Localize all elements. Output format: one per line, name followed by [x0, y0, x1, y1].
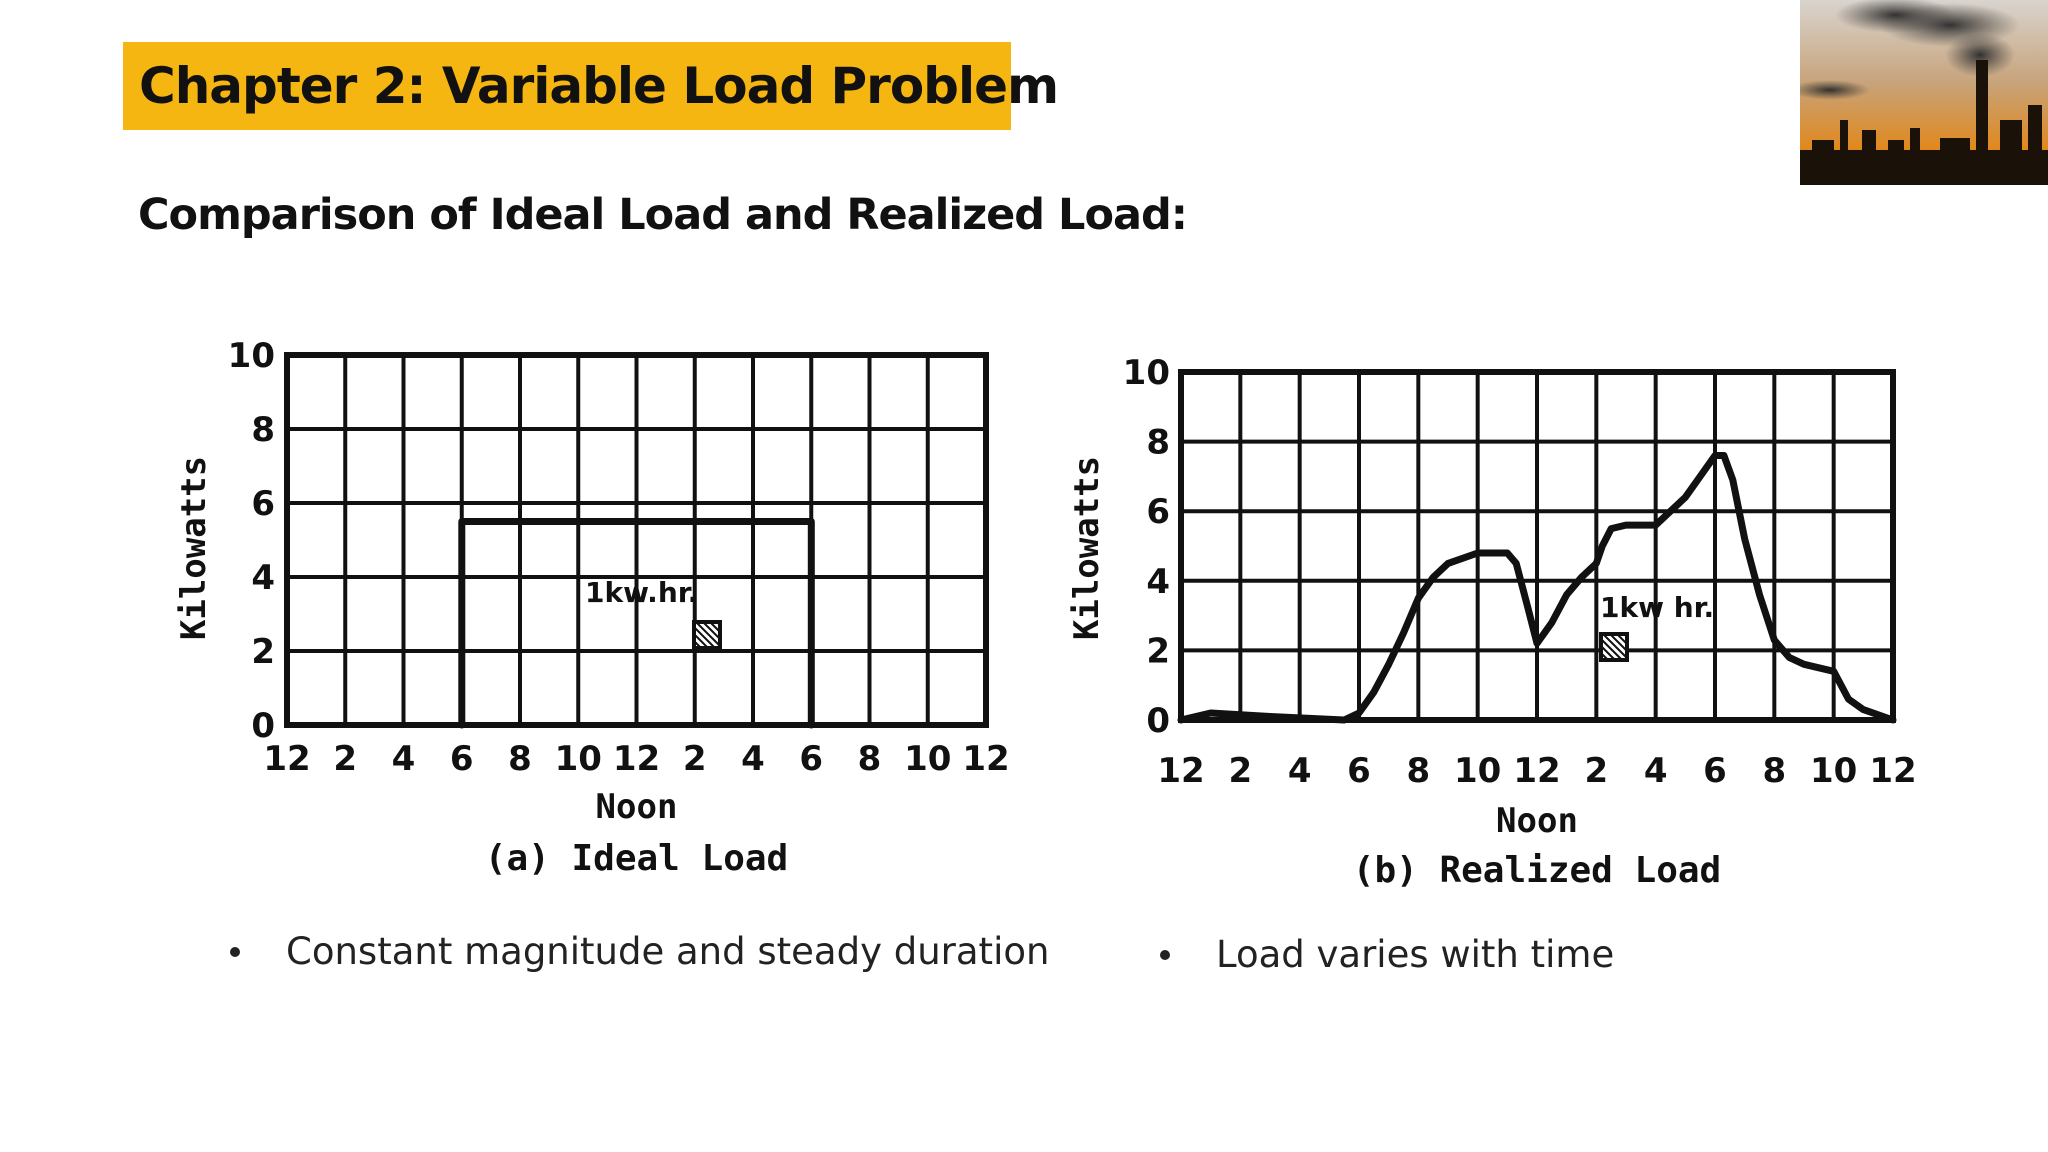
- x-tick-label: 8: [508, 739, 532, 779]
- y-tick-label: 4: [251, 558, 275, 598]
- x-tick-label: 6: [1347, 751, 1371, 791]
- y-tick-label: 6: [251, 484, 275, 524]
- slide-subtitle: Comparison of Ideal Load and Realized Lo…: [138, 190, 1188, 240]
- hatch-stroke: [695, 621, 721, 647]
- plot-frame: [284, 352, 989, 728]
- x-tick-label: 6: [1703, 751, 1727, 791]
- x-axis-label: Noon: [596, 787, 678, 827]
- hatch-stroke: [709, 621, 721, 633]
- hatch-stroke: [693, 633, 709, 649]
- x-tick-label: 10: [1810, 751, 1857, 791]
- x-tick-label: 12: [1513, 751, 1560, 791]
- x-tick-label: 4: [1288, 751, 1312, 791]
- x-tick-label: 12: [1869, 751, 1916, 791]
- x-tick-label: 4: [1644, 751, 1668, 791]
- x-tick-label: 8: [1762, 751, 1786, 791]
- bullet-ideal-load-text: Constant magnitude and steady duration: [286, 930, 1050, 973]
- hatch-stroke: [693, 626, 716, 649]
- y-tick-label: 10: [1123, 353, 1170, 393]
- x-tick-label: 8: [1406, 751, 1430, 791]
- x-tick-label: 8: [858, 739, 882, 779]
- hatch-stroke: [1623, 633, 1628, 638]
- hatch-stroke: [1600, 645, 1616, 661]
- x-tick-label: 2: [683, 739, 707, 779]
- y-tick-label: 2: [251, 632, 275, 672]
- kwh-annotation: 1kw hr.: [1600, 591, 1714, 624]
- hatch-stroke: [1600, 638, 1623, 661]
- x-tick-label: 10: [1454, 751, 1501, 791]
- x-tick-label: 12: [613, 739, 660, 779]
- a-ideal-load-line: [458, 518, 815, 729]
- hatch-stroke: [1602, 633, 1628, 659]
- plot-frame: [1178, 369, 1896, 723]
- x-tick-label: 6: [450, 739, 474, 779]
- title-banner: Chapter 2: Variable Load Problem: [123, 42, 1059, 130]
- hatch-stroke: [1609, 633, 1628, 652]
- y-tick-label: 2: [1146, 631, 1170, 671]
- b-realized-load-line: [1177, 452, 1897, 724]
- hatch-stroke: [1616, 633, 1628, 645]
- kwh-annotation: 1kw.hr.: [585, 576, 698, 609]
- x-tick-label: 12: [1157, 751, 1204, 791]
- y-tick-label: 10: [228, 336, 275, 376]
- bullet-ideal-load: Constant magnitude and steady duration: [230, 930, 1049, 973]
- x-tick-label: 10: [904, 739, 951, 779]
- hatch-stroke: [702, 621, 721, 640]
- x-tick-label: 12: [263, 739, 310, 779]
- y-tick-label: 6: [1146, 492, 1170, 532]
- y-tick-label: 0: [251, 706, 275, 746]
- bullet-realized-load: Load varies with time: [1160, 933, 1614, 976]
- x-tick-label: 6: [799, 739, 823, 779]
- bullet-realized-load-text: Load varies with time: [1216, 933, 1615, 976]
- x-tick-label: 12: [962, 739, 1009, 779]
- x-tick-label: 4: [392, 739, 416, 779]
- x-tick-label: 4: [741, 739, 765, 779]
- slide-title: Chapter 2: Variable Load Problem: [139, 57, 1059, 115]
- chart-caption: (b) Realized Load: [1353, 850, 1721, 891]
- hatch-stroke: [1600, 652, 1609, 661]
- factory-smokestack-sunset-image: [1800, 0, 2048, 185]
- y-tick-label: 8: [251, 410, 275, 450]
- y-axis-label: Kilowatts: [1067, 456, 1107, 640]
- hatch-stroke: [693, 640, 702, 649]
- chart-caption: (a) Ideal Load: [485, 838, 788, 879]
- bullet-dot: [1160, 949, 1170, 960]
- y-axis-label: Kilowatts: [174, 456, 214, 640]
- y-tick-label: 0: [1146, 701, 1170, 741]
- x-tick-label: 2: [1228, 751, 1252, 791]
- x-tick-label: 2: [1584, 751, 1608, 791]
- y-tick-label: 8: [1146, 423, 1170, 463]
- y-tick-label: 4: [1146, 562, 1170, 602]
- hatch-stroke: [716, 621, 721, 626]
- x-axis-label: Noon: [1496, 801, 1578, 841]
- x-tick-label: 2: [333, 739, 357, 779]
- x-tick-label: 10: [555, 739, 602, 779]
- bullet-dot: [230, 946, 240, 957]
